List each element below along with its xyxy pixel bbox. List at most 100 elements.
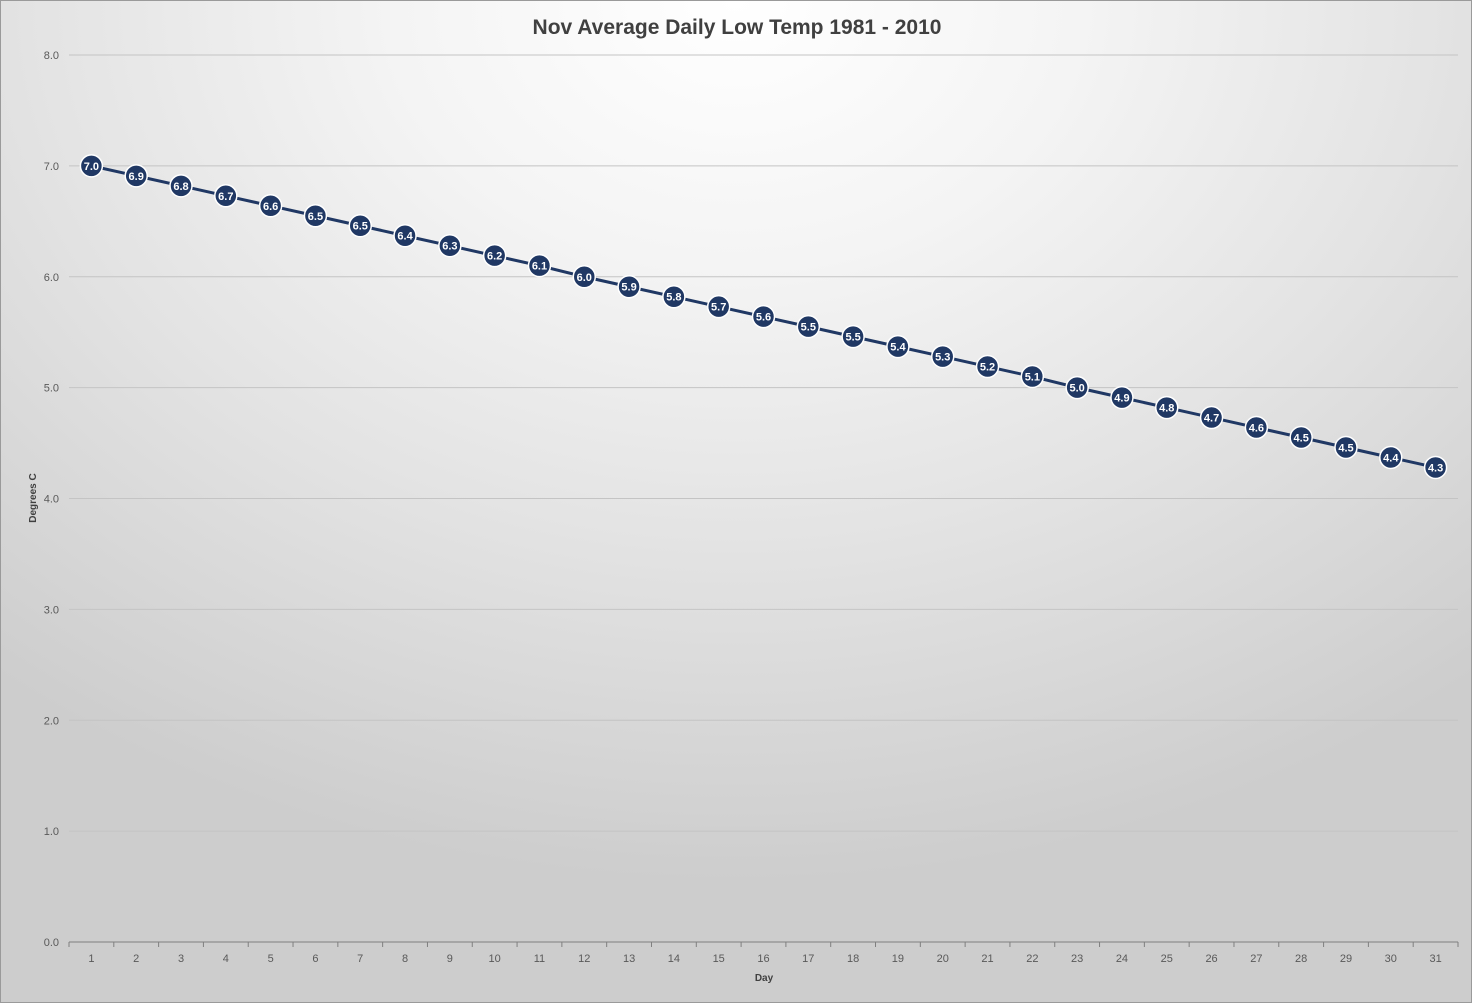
data-label: 5.3 (935, 352, 950, 364)
data-point (258, 194, 283, 218)
y-tick-label: 0.0 (44, 937, 59, 949)
data-point (751, 304, 776, 329)
chart-title: Nov Average Daily Low Temp 1981 - 2010 (533, 16, 942, 39)
x-tick-label: 7 (357, 953, 363, 965)
data-label: 4.6 (1249, 423, 1264, 435)
data-label: 6.5 (353, 221, 368, 233)
data-point (796, 314, 821, 339)
data-point (1020, 364, 1045, 389)
x-tick-label: 22 (1026, 953, 1038, 965)
y-tick-label: 5.0 (44, 383, 59, 395)
x-tick-label: 20 (937, 953, 949, 965)
x-tick-label: 3 (178, 953, 184, 965)
data-point (438, 233, 462, 258)
data-point (79, 154, 104, 178)
x-tick-label: 14 (668, 953, 680, 965)
data-point (1423, 455, 1448, 480)
data-label: 5.5 (845, 332, 860, 344)
data-point (1110, 385, 1134, 410)
data-point (617, 274, 641, 299)
data-point (1065, 375, 1089, 400)
data-point (527, 253, 552, 278)
data-point (169, 174, 193, 198)
data-label: 5.5 (801, 322, 816, 334)
data-point (1334, 435, 1358, 460)
x-tick-label: 19 (892, 953, 904, 965)
x-tick-label: 30 (1385, 953, 1397, 965)
data-label: 4.5 (1294, 433, 1309, 445)
x-tick-label: 29 (1340, 953, 1352, 965)
x-tick-label: 31 (1429, 953, 1441, 965)
data-label: 5.2 (980, 362, 995, 374)
data-point (1155, 395, 1179, 420)
data-label: 6.9 (129, 171, 144, 183)
data-label: 6.7 (218, 191, 233, 203)
data-label: 5.6 (756, 312, 771, 324)
data-point (1379, 445, 1403, 470)
data-label: 6.6 (263, 201, 278, 213)
data-label: 6.2 (487, 251, 502, 263)
x-tick-label: 26 (1205, 953, 1217, 965)
y-tick-label: 8.0 (44, 50, 59, 62)
data-point (1289, 425, 1313, 450)
data-point (124, 164, 148, 188)
data-label: 6.3 (442, 241, 457, 253)
x-axis: 1 2 3 4 5 6 7 8 9 10 11 12 13 14 15 16 17 18 19 20 21 22 23 24 2… (68, 941, 1459, 965)
y-tick-label: 6.0 (44, 272, 59, 284)
data-point (841, 324, 865, 349)
data-label: 4.7 (1204, 413, 1219, 425)
x-tick-label: 24 (1116, 953, 1128, 965)
data-label: 6.5 (308, 211, 323, 223)
x-tick-label: 25 (1161, 953, 1173, 965)
x-tick-label: 21 (981, 953, 993, 965)
data-point (393, 223, 417, 248)
x-tick-label: 9 (447, 953, 453, 965)
x-tick-label: 12 (578, 953, 590, 965)
data-label: 5.7 (711, 302, 726, 314)
x-tick-label: 17 (802, 953, 814, 965)
data-point (886, 334, 910, 359)
data-label: 5.0 (1069, 383, 1084, 395)
x-tick-label: 10 (489, 953, 501, 965)
x-tick-label: 28 (1295, 953, 1307, 965)
data-point (975, 354, 1000, 379)
data-point (930, 344, 955, 369)
x-tick-label: 23 (1071, 953, 1083, 965)
data-label: 4.4 (1383, 452, 1399, 464)
data-point (214, 184, 238, 208)
y-tick-label: 2.0 (44, 715, 59, 727)
x-tick-label: 1 (88, 953, 94, 965)
data-label: 5.4 (890, 342, 906, 354)
series: 7.0 6.9 6.8 6.7 6.6 6.5 6.5 6.4 6.3 6.2 6.1 6.0 5.9 5… (79, 154, 1448, 480)
data-label: 4.3 (1428, 462, 1443, 474)
x-axis-title: Day (755, 973, 774, 984)
y-tick-label: 4.0 (44, 494, 59, 506)
gridlines (69, 54, 1458, 832)
data-label: 5.1 (1025, 372, 1040, 384)
data-label: 7.0 (84, 161, 99, 173)
data-point (348, 213, 372, 238)
data-label: 6.8 (173, 181, 188, 193)
x-tick-label: 6 (312, 953, 318, 965)
data-label: 5.8 (666, 292, 681, 304)
data-point (482, 243, 507, 268)
x-tick-label: 2 (133, 953, 139, 965)
x-tick-label: 4 (223, 953, 229, 965)
data-label: 4.9 (1114, 393, 1129, 405)
data-point (706, 294, 731, 319)
y-axis-tick-labels: 0.0 1.0 2.0 3.0 4.0 5.0 6.0 7.0 8.0 (44, 50, 59, 949)
x-tick-label: 15 (713, 953, 725, 965)
x-tick-label: 27 (1250, 953, 1262, 965)
data-label: 4.8 (1159, 403, 1174, 415)
data-label: 4.5 (1338, 442, 1353, 454)
data-label: 5.9 (621, 282, 636, 294)
x-tick-label: 13 (623, 953, 635, 965)
x-tick-label: 5 (268, 953, 274, 965)
data-point (303, 204, 328, 228)
y-axis-title: Degrees C (28, 473, 39, 522)
data-label: 6.1 (532, 261, 547, 273)
y-tick-label: 7.0 (44, 161, 59, 173)
data-point (662, 284, 686, 309)
